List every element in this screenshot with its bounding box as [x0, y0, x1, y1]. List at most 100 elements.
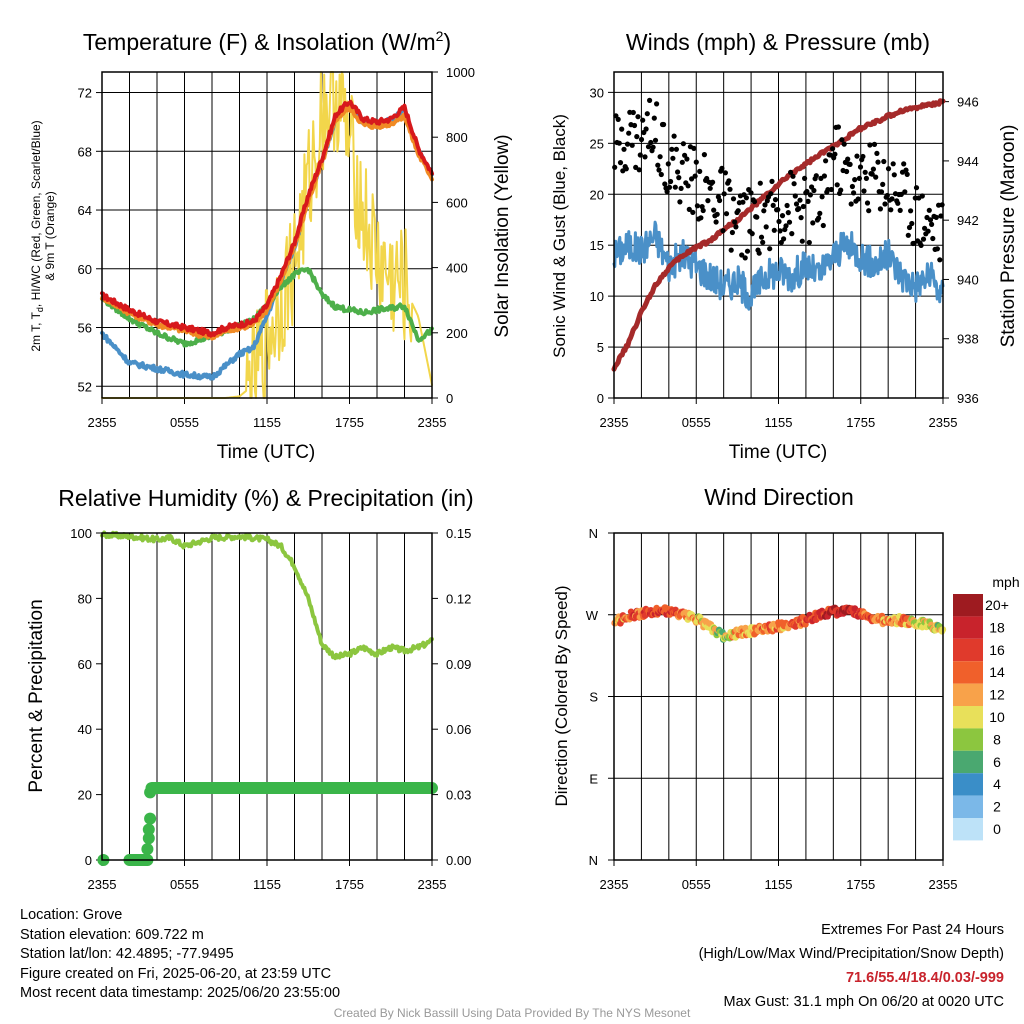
humidity-xtick-label: 1755	[335, 877, 364, 892]
winds-gust-point	[630, 109, 636, 116]
winds-xtick-label: 1755	[846, 415, 875, 430]
winds-gust-point	[827, 152, 833, 158]
winds-gust-point	[861, 188, 867, 194]
winds-gust-point	[701, 152, 708, 158]
winds-gust-point	[806, 239, 812, 246]
winds-gust-point	[661, 121, 667, 128]
winds-gust-point	[878, 189, 885, 195]
winds-gust-point	[751, 199, 758, 205]
winds-gust-point	[830, 146, 836, 152]
direction-ytick-label: N	[589, 526, 598, 541]
extremes-values: 71.6/55.4/18.4/0.03/-999	[845, 970, 1004, 986]
winds-gust-point	[871, 141, 878, 147]
winds-gust-point	[615, 116, 621, 122]
humidity-y2tick-label: 0.00	[446, 853, 471, 868]
humidity-precip-point	[144, 812, 157, 825]
winds-gust-point	[937, 257, 943, 263]
temperature-y2tick-label: 0	[446, 391, 453, 406]
winds-gust-point	[635, 114, 641, 120]
direction-legend-swatch	[953, 683, 983, 706]
direction-legend-swatch	[953, 661, 983, 684]
humidity-y2tick-label: 0.15	[446, 526, 471, 541]
winds-gust-point	[834, 182, 840, 188]
humidity-xtick-label: 1155	[253, 877, 281, 892]
winds-gust-point	[851, 190, 857, 196]
winds-gust-point	[666, 184, 673, 190]
winds-gust-point	[761, 208, 767, 214]
temperature-ytick-label: 72	[78, 86, 92, 101]
humidity-precip-point	[142, 832, 155, 845]
direction-xtick-label: 2355	[929, 877, 958, 892]
winds-ytick-label: 15	[590, 238, 604, 253]
winds-gust-point	[757, 180, 763, 186]
winds-gust-point	[744, 248, 751, 254]
winds-gust-point	[835, 124, 842, 130]
direction-legend-label: 2	[993, 799, 1001, 815]
winds-gust-point	[823, 158, 829, 164]
winds-gust-point	[719, 165, 725, 171]
winds-gust-point	[844, 168, 850, 175]
winds-gust-point	[926, 207, 932, 213]
winds-gust-point	[772, 197, 779, 203]
winds-gust-point	[909, 220, 915, 227]
winds-gust-point	[705, 198, 711, 204]
winds-gust-point	[749, 231, 755, 237]
winds-gust-point	[913, 185, 920, 191]
winds-gust-point	[791, 181, 797, 187]
direction-legend-label: 4	[993, 776, 1001, 792]
temperature-series-9m-t	[100, 104, 434, 341]
winds-gust-point	[730, 196, 737, 202]
winds-gust-point	[880, 181, 886, 187]
winds-gust-point	[796, 206, 802, 212]
winds-gust-point	[698, 215, 704, 221]
winds-gust-point	[810, 220, 816, 226]
winds-gust-point	[870, 166, 877, 172]
max-gust: Max Gust: 31.1 mph On 06/20 at 0020 UTC	[723, 994, 1004, 1010]
winds-gust-point	[799, 238, 805, 244]
winds-gust-point	[677, 199, 683, 205]
winds-gust-point	[919, 193, 925, 199]
winds-gust-point	[733, 224, 739, 230]
winds-gust-point	[889, 196, 895, 202]
winds-gust-point	[679, 159, 685, 165]
winds-gust-point	[732, 219, 738, 225]
winds-gust-point	[675, 169, 681, 175]
winds-gust-point	[682, 152, 688, 158]
winds-gust-point	[668, 178, 674, 185]
winds-gust-point	[816, 215, 822, 221]
temperature-xtick-label: 2355	[418, 415, 447, 430]
recent-timestamp: Most recent data timestamp: 2025/06/20 2…	[20, 985, 341, 1001]
winds-gust-point	[689, 176, 695, 182]
winds-ytick-label: 5	[597, 340, 604, 355]
winds-gust-point	[748, 190, 754, 196]
direction-ytick-label: S	[589, 690, 598, 705]
direction-xtick-label: 0555	[682, 877, 711, 892]
winds-gust-point	[735, 208, 741, 214]
winds-gust-point	[707, 185, 713, 191]
humidity-ytick-label: 20	[78, 788, 92, 803]
winds-gust-point	[714, 211, 720, 217]
winds-gust-point	[616, 140, 622, 146]
direction-legend-swatch	[953, 706, 983, 729]
winds-gust-point	[665, 161, 671, 167]
winds-gust-point	[891, 172, 897, 178]
winds-xtick-label: 2355	[929, 415, 958, 430]
winds-gust-point	[839, 137, 845, 143]
winds-ytick-label: 30	[590, 85, 604, 100]
temperature-y2tick-label: 200	[446, 326, 468, 341]
winds-gust-point	[651, 115, 657, 121]
winds-gust-point	[711, 207, 717, 213]
winds-gust-point	[905, 232, 911, 238]
winds-gust-point	[642, 154, 648, 160]
winds-gust-point	[623, 166, 629, 172]
winds-gust-point	[897, 207, 903, 213]
winds-gust-point	[882, 201, 888, 207]
direction-xtick-label: 1155	[765, 877, 793, 892]
humidity-ytick-label: 60	[78, 657, 92, 672]
humidity-xtick-label: 0555	[170, 877, 199, 892]
temperature-xtick-label: 0555	[170, 415, 199, 430]
winds-gust-point	[789, 231, 795, 237]
winds-gust-point	[638, 136, 645, 143]
direction-ytick-label: E	[589, 771, 598, 786]
winds-gust-point	[658, 171, 664, 178]
